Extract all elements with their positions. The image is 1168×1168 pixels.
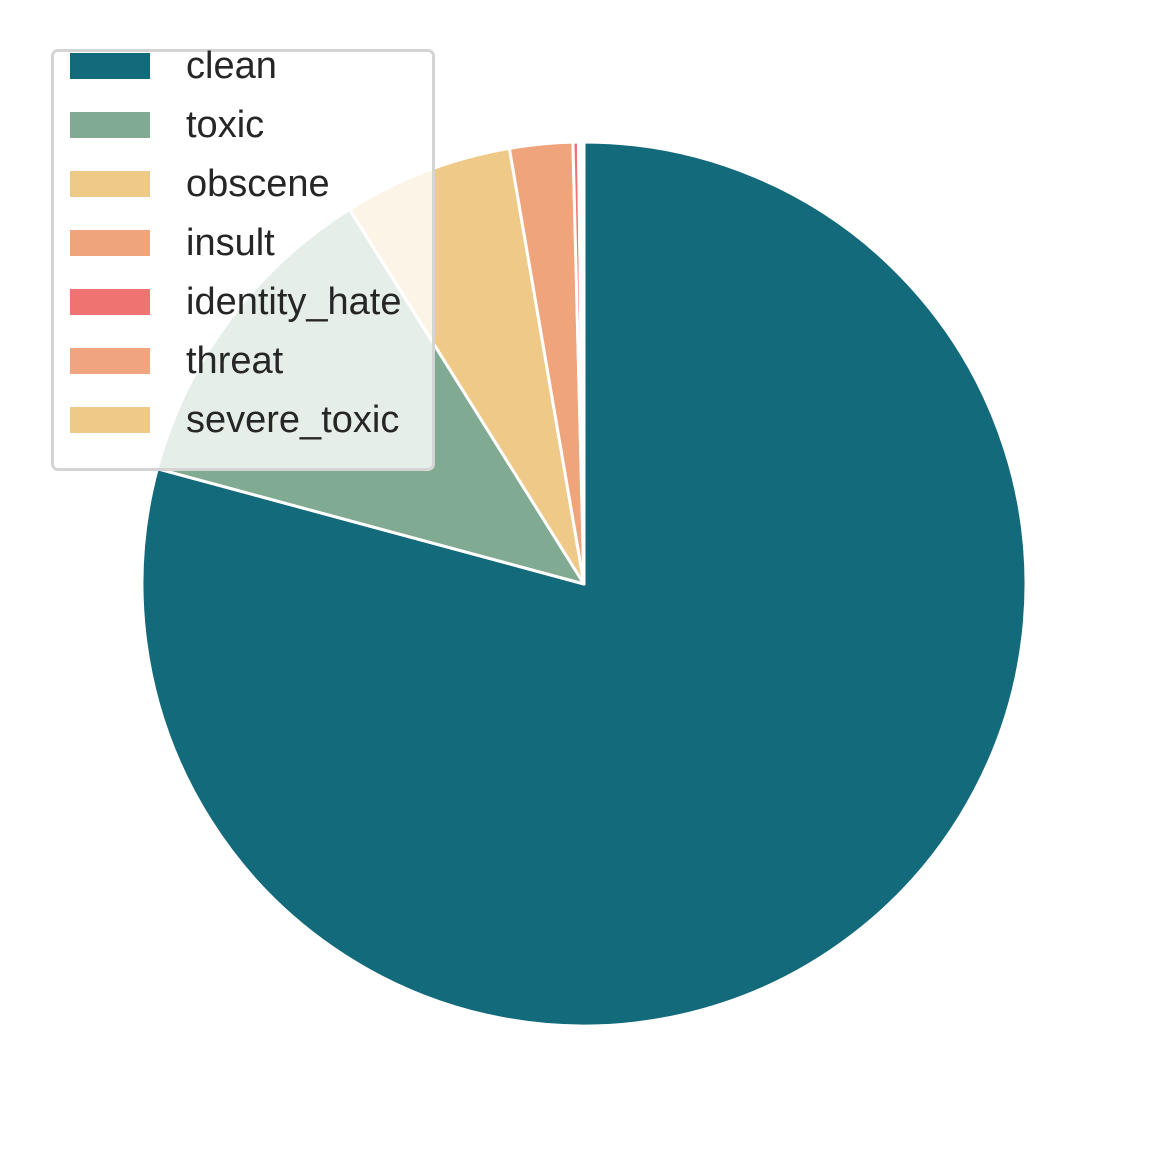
- legend-swatch: [70, 289, 150, 315]
- pie-slice-severe-toxic: [579, 140, 586, 586]
- legend-swatch: [70, 407, 150, 433]
- legend-label: severe_toxic: [186, 399, 400, 441]
- legend-label: obscene: [186, 163, 330, 205]
- legend-label: insult: [186, 222, 275, 264]
- legend-label: toxic: [186, 104, 265, 146]
- legend-swatch: [70, 53, 150, 79]
- legend-label: identity_hate: [186, 281, 402, 323]
- legend-swatch: [70, 171, 150, 197]
- legend-label: clean: [186, 45, 277, 87]
- legend: clean toxic obscene insult identity_hate…: [51, 45, 435, 471]
- legend-swatch: [70, 348, 150, 374]
- legend-swatch: [70, 230, 150, 256]
- legend-label: threat: [186, 340, 284, 382]
- legend-swatch: [70, 112, 150, 138]
